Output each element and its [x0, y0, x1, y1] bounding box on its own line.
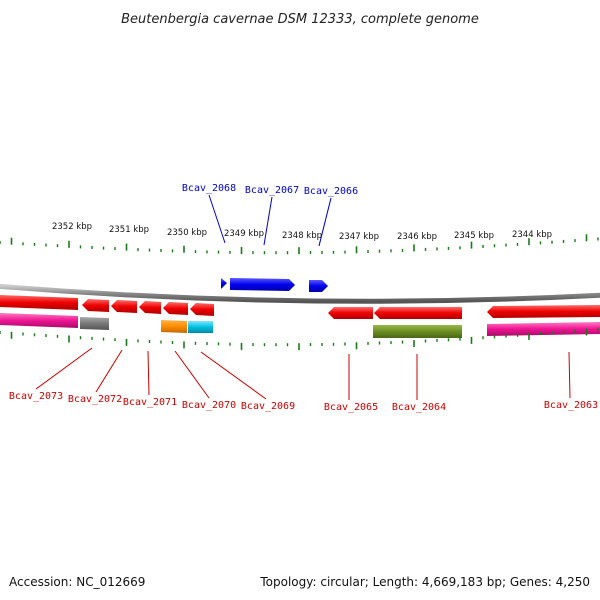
leader-line	[200, 351, 267, 400]
cds-box-bcav-2072[interactable]	[80, 317, 109, 330]
scale-label: 2344 kbp	[512, 230, 552, 240]
accession-text: Accession: NC_012669	[9, 575, 145, 589]
scale-labels: 2352 kbp 2351 kbp 2350 kbp 2349 kbp 2348…	[52, 222, 552, 242]
gene-label-bcav-2072[interactable]: Bcav_2072	[68, 394, 122, 405]
leader-line	[568, 351, 571, 399]
gene-label-bcav-2063[interactable]: Bcav_2063	[544, 400, 598, 411]
genome-backbone	[0, 283, 600, 304]
gene-arrow-bcav-2067[interactable]	[230, 278, 295, 291]
leader-line	[35, 347, 93, 390]
bottom-leader-lines	[35, 347, 571, 400]
outer-tick-ring	[0, 234, 599, 255]
cds-box-bcav-2073[interactable]	[0, 313, 78, 328]
leader-line	[208, 194, 226, 244]
gene-arrow-bcav-2064[interactable]	[374, 307, 462, 319]
map-title: Beutenbergia cavernae DSM 12333, complet…	[121, 12, 479, 27]
forward-genes	[221, 278, 328, 292]
gene-label-bcav-2068[interactable]: Bcav_2068	[182, 183, 236, 194]
gene-arrow-bcav-2070[interactable]	[139, 301, 161, 314]
gene-label-bcav-2071[interactable]: Bcav_2071	[123, 397, 177, 408]
gene-label-bcav-2064[interactable]: Bcav_2064	[392, 402, 446, 413]
cds-box-bcav-2064[interactable]	[373, 325, 462, 338]
gene-arrow-bcav-2071[interactable]	[111, 300, 137, 313]
leader-line	[147, 350, 150, 396]
cds-box-bcav-2069[interactable]	[188, 321, 213, 333]
scale-label: 2351 kbp	[109, 225, 149, 235]
inner-tick-ring	[0, 327, 599, 351]
scale-label: 2348 kbp	[282, 231, 322, 241]
leader-line	[174, 350, 210, 399]
gene-label-bcav-2067[interactable]: Bcav_2067	[245, 185, 299, 196]
genome-summary-text: Topology: circular; Length: 4,669,183 bp…	[259, 575, 590, 589]
bottom-gene-labels: Bcav_2073 Bcav_2072 Bcav_2071 Bcav_2070 …	[9, 391, 598, 413]
gene-label-bcav-2070[interactable]: Bcav_2070	[182, 400, 236, 411]
leader-line	[263, 196, 273, 246]
cds-box-bcav-2070[interactable]	[161, 320, 187, 333]
leader-line	[95, 349, 123, 393]
top-leader-lines	[208, 194, 332, 247]
gene-arrow-bcav-2066[interactable]	[309, 280, 328, 292]
cds-features	[0, 313, 600, 338]
gene-label-bcav-2066[interactable]: Bcav_2066	[304, 186, 358, 197]
cds-box-bcav-2063[interactable]	[487, 322, 600, 336]
gene-arrow-bcav-2063[interactable]	[487, 305, 600, 318]
scale-label: 2349 kbp	[224, 229, 264, 239]
scale-label: 2345 kbp	[454, 231, 494, 241]
gene-arrow-bcav-2065[interactable]	[328, 307, 373, 319]
leader-line	[318, 197, 332, 247]
gene-arrow-bcav-2073[interactable]	[0, 295, 78, 310]
reverse-genes	[0, 295, 600, 319]
scale-label: 2347 kbp	[339, 232, 379, 242]
gene-label-bcav-2069[interactable]: Bcav_2069	[241, 401, 295, 412]
scale-label: 2350 kbp	[167, 228, 207, 238]
gene-label-bcav-2073[interactable]: Bcav_2073	[9, 391, 63, 402]
scale-label: 2352 kbp	[52, 222, 92, 232]
gene-label-bcav-2065[interactable]: Bcav_2065	[324, 402, 378, 413]
gene-arrow-bcav-2072[interactable]	[82, 299, 109, 312]
gene-arrow-bcav-2069[interactable]	[190, 303, 214, 316]
top-gene-labels: Bcav_2068 Bcav_2067 Bcav_2066	[182, 183, 358, 197]
gene-arrow-bcav-2069a[interactable]	[163, 302, 188, 315]
scale-label: 2346 kbp	[397, 232, 437, 242]
gene-arrow-bcav-2068[interactable]	[221, 278, 227, 289]
